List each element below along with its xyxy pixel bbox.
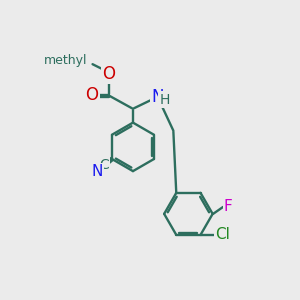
Text: H: H [159, 92, 170, 106]
Text: O: O [102, 65, 115, 83]
Text: Cl: Cl [215, 227, 230, 242]
Text: O: O [85, 86, 99, 104]
Text: N: N [151, 88, 164, 106]
Text: C: C [100, 158, 109, 172]
Text: F: F [224, 200, 233, 214]
Text: N: N [91, 164, 102, 179]
Text: methyl: methyl [44, 54, 88, 67]
